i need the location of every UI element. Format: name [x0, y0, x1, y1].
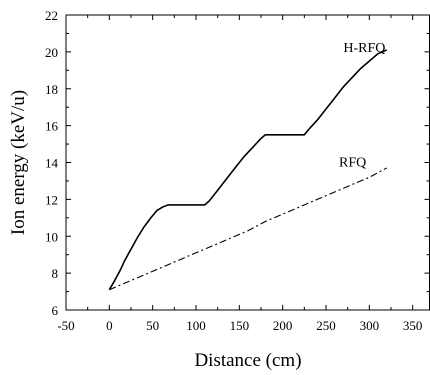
y-tick-label: 8 [52, 266, 59, 281]
y-tick-label: 20 [45, 45, 58, 60]
x-tick-label: 0 [106, 318, 113, 333]
y-tick-label: 10 [45, 229, 58, 244]
y-tick-label: 18 [45, 82, 58, 97]
y-tick-label: 22 [45, 8, 58, 23]
x-tick-label: 100 [186, 318, 206, 333]
y-tick-label: 14 [45, 156, 59, 171]
y-tick-label: 6 [52, 303, 59, 318]
series-label: RFQ [339, 156, 366, 171]
y-axis-title: Ion energy (keV/u) [8, 90, 29, 235]
x-tick-label: -50 [57, 318, 74, 333]
x-tick-label: 300 [360, 318, 380, 333]
series-label: H-RFQ [343, 41, 385, 56]
y-tick-label: 16 [45, 119, 59, 134]
x-tick-label: 50 [146, 318, 159, 333]
x-tick-label: 150 [230, 318, 250, 333]
annotation-layer: H-RFQ RFQ [339, 41, 385, 170]
series-line-rfq [109, 167, 387, 291]
x-tick-label: 350 [403, 318, 423, 333]
y-tick-label: 12 [45, 192, 58, 207]
series-layer [108, 49, 388, 291]
x-tick-label: 250 [316, 318, 336, 333]
series-line-h-rfq [108, 49, 388, 291]
x-tick-label: 200 [273, 318, 293, 333]
tick-layer: -50 0 50 100 150 200 250 300 350 6 8 10 12 14 16 18 20 22 [45, 8, 430, 333]
x-axis-title: Distance (cm) [194, 350, 301, 371]
